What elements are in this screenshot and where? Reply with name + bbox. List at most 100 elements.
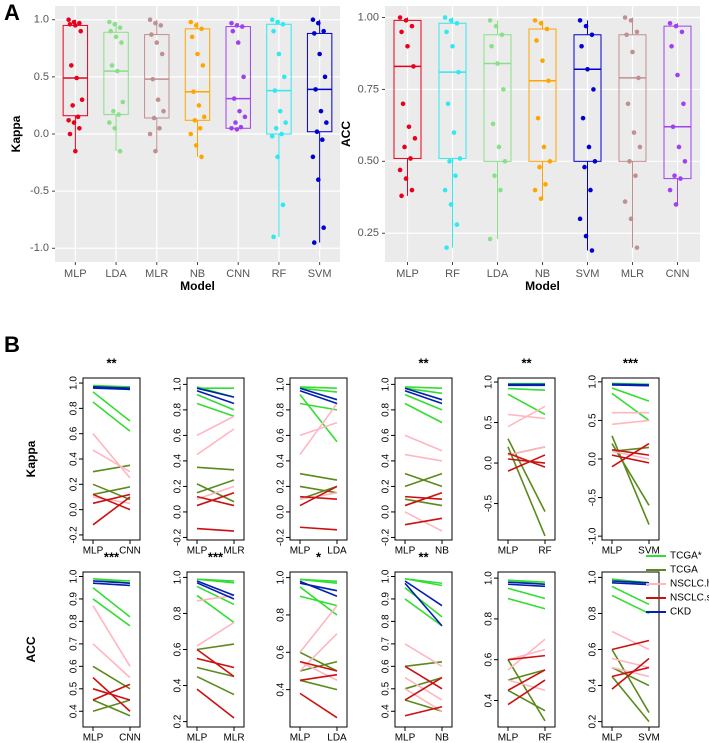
data-point: [193, 23, 199, 28]
data-point: [320, 137, 325, 143]
data-point: [310, 17, 316, 23]
data-point: [535, 115, 541, 121]
slope-line: [404, 665, 443, 690]
slope-line: [299, 394, 338, 443]
data-point: [155, 97, 161, 103]
x-tick-label: LDA: [327, 546, 347, 557]
data-point: [409, 23, 415, 29]
slope-line: [404, 393, 443, 411]
plot-frame: [394, 377, 453, 541]
x-tick-label: MLP: [498, 733, 519, 743]
slope-line: [196, 688, 235, 719]
x-tick-label: MLP: [498, 546, 519, 557]
y-tick-label: -0.2: [381, 528, 392, 546]
y-tick-label: 0.8: [276, 403, 287, 417]
data-point: [405, 43, 410, 49]
x-axis-title: Model: [525, 279, 560, 293]
x-tick-label: CNN: [226, 268, 250, 280]
y-tick-label: 0.8: [484, 612, 495, 626]
y-tick-label: 0.8: [69, 614, 80, 628]
y-tick-label: 0.50: [358, 155, 379, 167]
data-point: [454, 222, 460, 227]
data-point: [592, 159, 598, 164]
data-point: [150, 76, 156, 82]
data-point: [153, 20, 158, 26]
y-tick-label: 0.7: [381, 636, 392, 650]
data-point: [314, 129, 320, 135]
slope-line: [611, 666, 650, 687]
slope-line: [507, 587, 546, 600]
data-point: [538, 196, 544, 202]
data-point: [492, 173, 497, 179]
data-point: [271, 234, 276, 240]
slope-line: [611, 442, 650, 468]
data-point: [66, 117, 71, 123]
y-tick-label: 1.0: [173, 377, 184, 391]
data-point: [230, 28, 236, 34]
slope-line: [92, 384, 131, 388]
data-point: [399, 29, 404, 35]
slope-line: [507, 393, 546, 416]
y-tick-label: 1.00: [358, 11, 379, 23]
data-point: [631, 130, 637, 135]
data-point: [279, 131, 284, 137]
data-point: [397, 167, 403, 173]
data-point: [634, 29, 640, 35]
slope-line: [196, 492, 235, 507]
slope-line: [507, 669, 546, 691]
slope-line: [196, 485, 235, 500]
slope-line: [404, 706, 443, 717]
box: [438, 22, 467, 159]
slope-line: [92, 598, 131, 627]
plot-frame: [394, 571, 453, 728]
data-point: [196, 103, 202, 108]
significance: ***: [208, 549, 224, 564]
slope-line: [404, 587, 443, 618]
data-point: [277, 108, 283, 114]
data-point: [444, 245, 449, 250]
data-point: [583, 23, 589, 29]
y-tick-label: 0.7: [69, 636, 80, 650]
data-point: [315, 177, 321, 183]
data-point: [546, 78, 551, 84]
slope-line: [611, 443, 650, 506]
data-point: [276, 51, 282, 57]
data-point: [532, 18, 538, 23]
slope-line: [92, 699, 131, 713]
plot-frame: [82, 571, 141, 728]
data-point: [151, 115, 157, 121]
y-tick-label: 0.4: [381, 454, 392, 468]
data-point: [501, 87, 506, 92]
slope-line: [196, 387, 235, 398]
data-point: [69, 63, 74, 68]
data-point: [107, 19, 112, 25]
y-tick-label: -0.5: [484, 494, 495, 512]
significance: *: [316, 549, 322, 564]
y-tick-label: 0.4: [69, 452, 80, 466]
slope-line: [92, 582, 131, 587]
slope-line: [299, 387, 338, 401]
data-point: [582, 164, 587, 170]
data-point: [636, 75, 641, 81]
x-tick-label: SVM: [638, 733, 660, 743]
y-tick-label: 0.2: [588, 714, 599, 728]
data-point: [678, 176, 683, 181]
y-tick-label: 0.8: [276, 608, 287, 622]
data-point: [311, 31, 317, 36]
slope-line: [404, 402, 443, 424]
y-tick-label: -0.2: [69, 526, 80, 544]
data-point: [403, 176, 409, 181]
data-point: [120, 99, 126, 105]
data-point: [487, 18, 493, 23]
y-tick-label: 0.9: [69, 592, 80, 606]
slope-line: [299, 595, 338, 607]
data-point: [189, 34, 195, 40]
data-point: [112, 125, 118, 131]
data-point: [282, 74, 287, 80]
slope-line: [92, 665, 131, 690]
data-point: [117, 25, 123, 31]
slope-line: [611, 582, 650, 586]
data-point: [579, 43, 584, 49]
data-point: [667, 187, 673, 193]
data-point: [454, 20, 460, 26]
